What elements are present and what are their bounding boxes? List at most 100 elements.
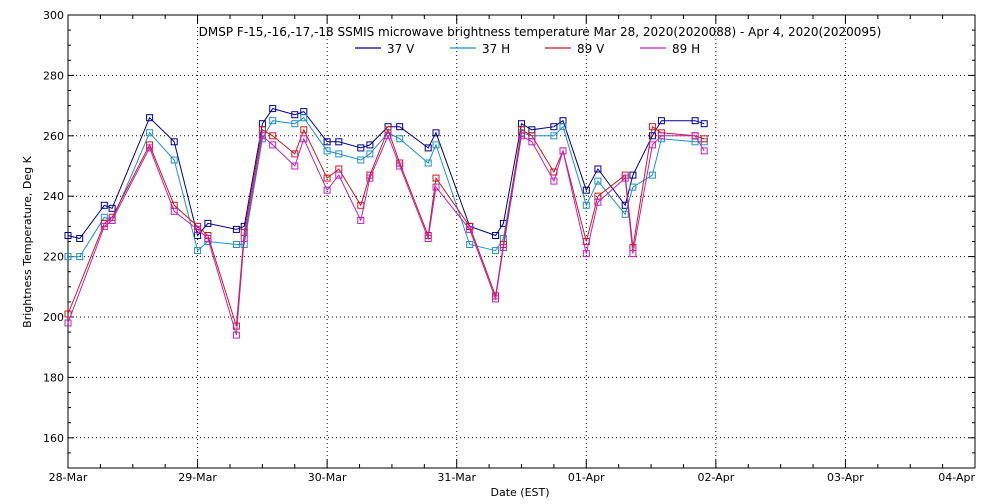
data-point-marker xyxy=(108,204,116,212)
data-point-marker xyxy=(396,123,404,131)
legend-label: 89 H xyxy=(672,42,700,56)
data-point-marker xyxy=(691,117,699,125)
series-89-h xyxy=(64,132,708,339)
x-tick-label: 30-Mar xyxy=(308,471,347,484)
plot-frame xyxy=(67,14,976,469)
data-point-marker xyxy=(582,201,590,209)
x-tick-label: 04-Apr xyxy=(938,471,975,484)
legend: 37 V 37 H 89 V 89 H xyxy=(355,42,700,56)
data-point-marker xyxy=(700,120,708,128)
data-point-marker xyxy=(657,132,665,140)
data-point-marker xyxy=(291,120,299,128)
x-tick-label: 02-Apr xyxy=(697,471,734,484)
data-point-marker xyxy=(424,144,432,152)
data-point-marker xyxy=(76,253,84,261)
series-89-v xyxy=(64,123,708,330)
data-point-marker xyxy=(335,138,343,146)
data-point-marker xyxy=(170,156,178,164)
data-point-marker xyxy=(424,159,432,167)
data-point-marker xyxy=(204,235,212,242)
data-point-marker xyxy=(269,117,277,125)
data-point-marker xyxy=(492,232,500,239)
data-point-marker xyxy=(357,156,365,164)
legend-label: 89 V xyxy=(577,42,605,56)
data-point-marker xyxy=(300,126,308,134)
x-tick-label: 03-Apr xyxy=(827,471,864,484)
data-point-marker xyxy=(335,150,343,158)
data-point-marker xyxy=(432,183,440,191)
data-point-marker xyxy=(232,331,240,339)
data-point-marker xyxy=(629,171,637,179)
data-point-marker xyxy=(648,171,656,179)
data-point-marker xyxy=(108,216,116,224)
legend-label: 37 V xyxy=(387,42,415,56)
ticks-layer: 160 180 200 220 240 260 280 300 28-Mar 29-Mar 30-M… xyxy=(43,9,976,484)
data-point-marker xyxy=(300,135,308,143)
data-point-marker xyxy=(323,138,331,146)
data-point-marker xyxy=(258,132,266,140)
series-layer xyxy=(64,105,708,339)
y-tick-label: 220 xyxy=(43,251,64,264)
data-point-marker xyxy=(291,111,299,119)
data-point-marker xyxy=(396,135,404,143)
data-point-marker xyxy=(396,162,404,170)
data-point-marker xyxy=(594,177,602,185)
grid-layer xyxy=(68,15,975,468)
data-point-marker xyxy=(629,250,637,258)
data-point-marker xyxy=(550,132,558,140)
data-point-marker xyxy=(657,117,665,125)
data-point-marker xyxy=(323,174,331,182)
data-point-marker xyxy=(291,150,299,158)
y-tick-label: 300 xyxy=(43,9,64,22)
x-tick-label: 31-Mar xyxy=(437,471,476,484)
data-point-marker xyxy=(621,210,629,218)
data-point-marker xyxy=(170,207,178,215)
series-37-h xyxy=(64,114,708,261)
data-point-marker xyxy=(629,183,637,191)
series-line xyxy=(67,134,705,336)
data-point-marker xyxy=(582,186,590,194)
x-tick-label: 28-Mar xyxy=(49,471,88,484)
chart-title: DMSP F-15,-16,-17,-18 SSMIS microwave br… xyxy=(199,25,882,39)
data-point-marker xyxy=(232,241,240,248)
data-point-marker xyxy=(432,141,440,149)
data-point-marker xyxy=(204,219,212,227)
data-point-marker xyxy=(323,147,331,155)
data-point-marker xyxy=(194,225,202,233)
data-point-marker xyxy=(357,216,365,224)
data-point-marker xyxy=(64,253,72,261)
data-point-marker xyxy=(64,232,72,239)
data-point-marker xyxy=(335,171,343,179)
data-point-marker xyxy=(269,132,277,140)
data-point-marker xyxy=(170,138,178,146)
data-point-marker xyxy=(146,144,154,152)
data-point-marker xyxy=(424,235,432,242)
data-point-marker xyxy=(384,132,392,140)
data-point-marker xyxy=(269,141,277,149)
series-line xyxy=(67,125,705,327)
y-tick-label: 280 xyxy=(43,69,64,82)
data-point-marker xyxy=(432,129,440,137)
y-axis-label: Brightness Temperature, Deg K xyxy=(21,155,34,327)
y-tick-label: 160 xyxy=(43,432,64,445)
data-point-marker xyxy=(466,241,474,248)
data-point-marker xyxy=(466,225,474,233)
x-tick-label: 29-Mar xyxy=(178,471,217,484)
y-tick-label: 200 xyxy=(43,311,64,324)
data-point-marker xyxy=(648,132,656,140)
data-point-marker xyxy=(357,144,365,152)
data-point-marker xyxy=(648,123,656,131)
legend-label: 37 H xyxy=(482,42,510,56)
data-point-marker xyxy=(432,174,440,182)
data-point-marker xyxy=(582,250,590,258)
x-tick-label: 01-Apr xyxy=(568,471,605,484)
data-point-marker xyxy=(492,295,500,303)
data-point-marker xyxy=(621,174,629,182)
y-tick-label: 240 xyxy=(43,190,64,203)
data-point-marker xyxy=(194,247,202,255)
data-point-marker xyxy=(269,105,277,113)
data-point-marker xyxy=(366,141,374,149)
data-point-marker xyxy=(100,222,108,230)
data-point-marker xyxy=(550,123,558,131)
